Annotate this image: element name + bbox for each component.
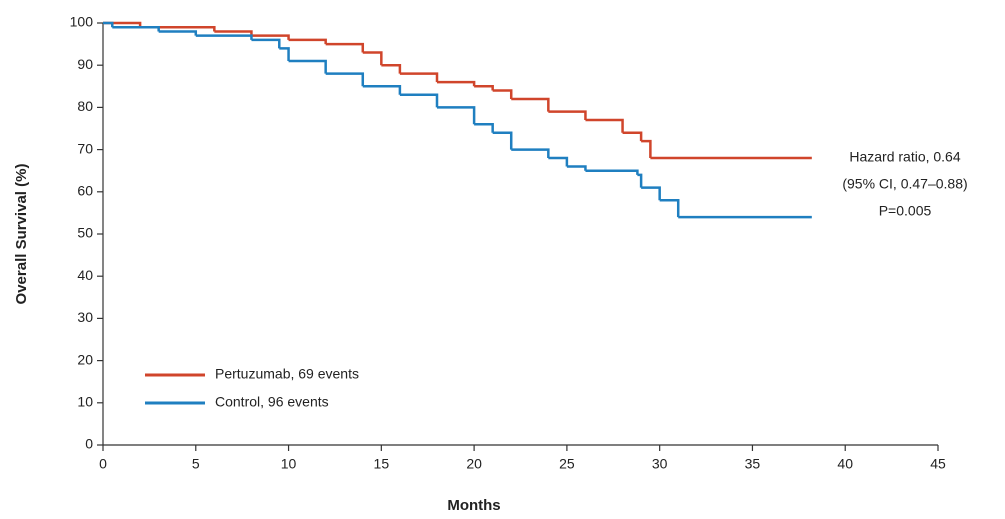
y-tick-label: 0 [85,436,93,452]
x-tick-label: 40 [837,456,853,472]
annotation: Hazard ratio, 0.64 [849,149,960,165]
y-tick-label: 40 [77,267,93,283]
x-tick-label: 35 [745,456,761,472]
survival-step [511,97,550,112]
survival-step [362,85,402,95]
x-tick-label: 0 [99,456,107,472]
survival-step [362,51,383,66]
survival-step [585,118,624,133]
survival-step [288,59,327,74]
survival-step [195,34,253,40]
survival-step [158,30,198,36]
survival-step [279,47,290,61]
survival-step [548,156,569,167]
survival-step [585,169,639,175]
survival-step [511,148,550,159]
x-tick-label: 20 [466,456,482,472]
x-tick-label: 25 [559,456,575,472]
x-axis-label: Months [447,497,500,514]
survival-step [288,38,327,45]
survival-step [566,165,587,171]
y-tick-label: 50 [77,225,93,241]
survival-step [492,131,513,150]
survival-step [251,34,290,40]
survival-step [641,186,661,201]
legend-label: Control, 96 events [215,394,329,410]
survival-step [325,42,365,53]
survival-step [641,139,652,159]
y-tick-label: 100 [70,14,94,30]
survival-step [112,25,160,32]
survival-step [437,106,476,125]
y-tick-label: 60 [77,183,93,199]
x-tick-label: 10 [281,456,297,472]
y-tick-label: 70 [77,140,93,156]
survival-step [140,25,216,32]
y-tick-label: 80 [77,98,93,114]
survival-step [492,89,513,99]
x-tick-label: 15 [374,456,390,472]
annotation: P=0.005 [879,203,932,219]
annotation: (95% CI, 0.47–0.88) [842,176,967,192]
survival-step [103,21,142,28]
survival-step [474,85,494,91]
legend-label: Pertuzumab, 69 events [215,366,359,382]
survival-step [214,30,253,36]
y-tick-label: 20 [77,351,93,367]
survival-step [437,80,476,87]
survival-step [474,123,494,133]
y-tick-label: 10 [77,394,93,410]
y-tick-label: 30 [77,309,93,325]
survival-step [399,72,439,83]
survival-step [659,198,680,218]
x-tick-label: 45 [930,456,946,472]
x-tick-label: 5 [192,456,200,472]
survival-step [251,38,281,49]
survival-step [622,131,643,142]
survival-step [381,63,402,74]
survival-step [399,93,439,108]
survival-step [325,72,365,87]
y-axis-label: Overall Survival (%) [13,164,30,305]
y-tick-label: 90 [77,56,93,72]
x-tick-label: 30 [652,456,668,472]
survival-step [103,21,114,28]
survival-step [548,110,587,121]
survival-step [637,173,643,188]
